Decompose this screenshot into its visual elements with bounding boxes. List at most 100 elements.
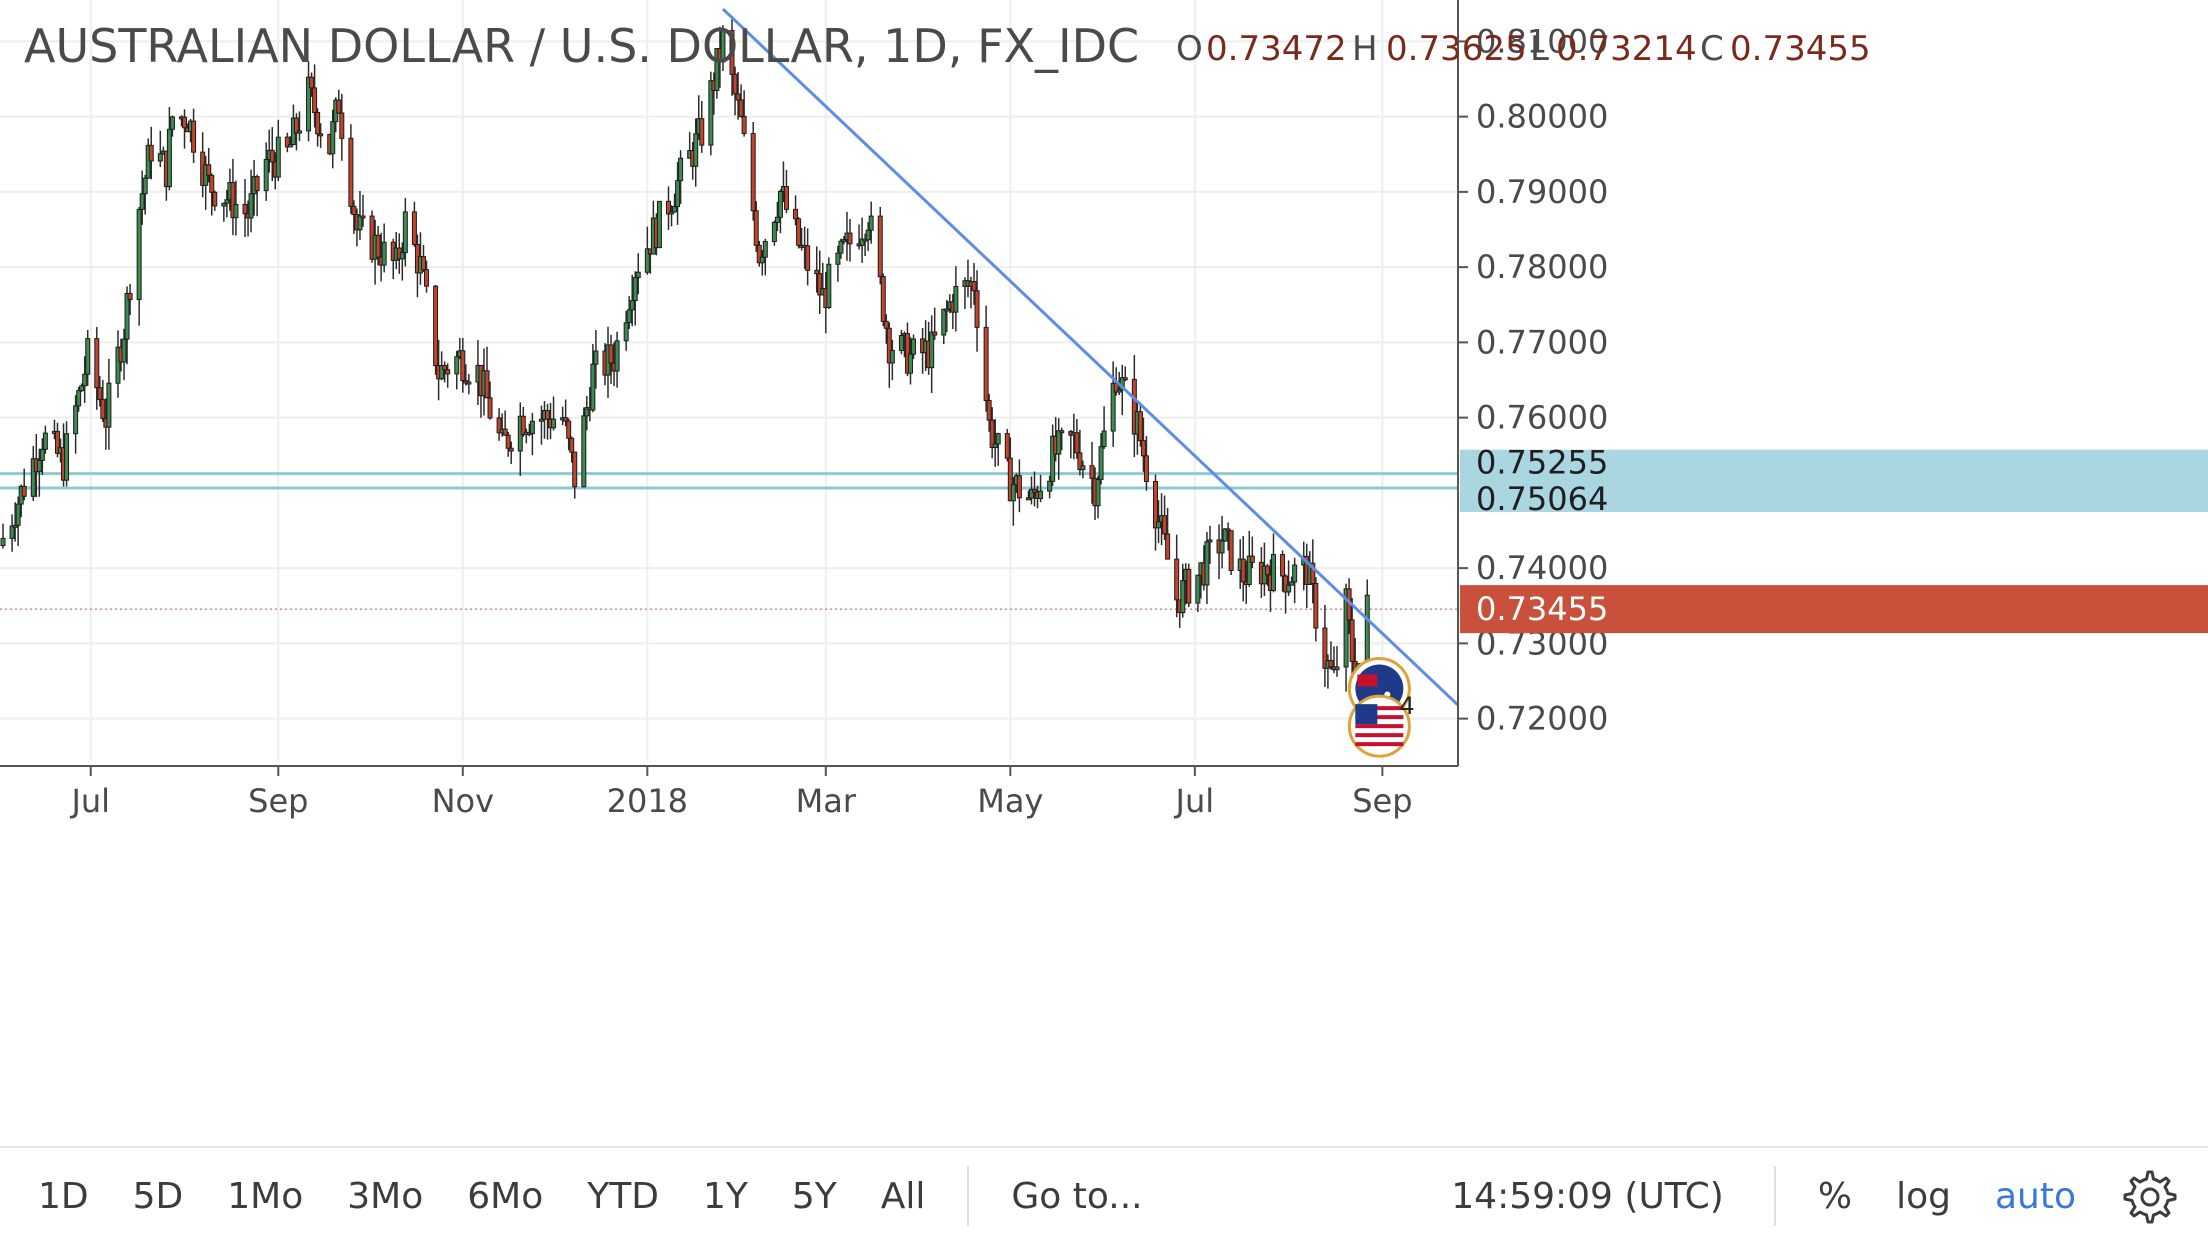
candle-up [287,144,293,148]
candle-down [212,191,218,207]
candle-down [1280,554,1286,577]
candle-up [1028,488,1034,499]
candle-up [889,349,895,364]
candle-up [929,331,935,369]
range-5d-button[interactable]: 5D [132,1175,184,1217]
candle-down [411,211,417,246]
candle-up [614,340,620,372]
candle-up [1098,446,1104,481]
candle-up [139,193,145,210]
candle-up [399,252,405,260]
range-ytd-button[interactable]: YTD [587,1175,659,1217]
candle-up [644,248,650,273]
trendline-layer[interactable] [721,7,1460,707]
candle-up [39,448,45,461]
candle-up [841,239,847,243]
candle-down [1059,430,1065,434]
y-tick-label: 0.80000 [1476,98,1608,136]
price-axis[interactable]: 0.81000 0.80000 0.79000 0.78000 0.77000 0.760… [1457,0,2208,766]
candle-up [1050,435,1056,482]
candle-down [817,273,823,296]
percent-toggle[interactable]: % [1817,1175,1853,1217]
range-1d-button[interactable]: 1D [38,1175,89,1217]
candle-down [741,115,747,135]
candle-up [1101,430,1107,448]
candle-up [635,271,641,279]
candle-down [1328,660,1334,668]
candle-up [1010,484,1016,502]
event-markers[interactable]: 4 [1347,657,1415,758]
candle-down [97,387,103,401]
time-axis[interactable]: Jul Sep Nov 2018 Mar May Jul Sep [0,765,1458,820]
go-to-button[interactable]: Go to... [1011,1175,1143,1217]
candle-up [672,206,678,213]
candle-down [318,133,324,137]
candle-up [944,308,950,312]
candle-up [381,241,387,266]
gear-icon[interactable] [2118,1166,2178,1226]
candle-up [584,407,590,417]
candle-down [94,338,100,389]
flag-union-jack [1357,674,1378,687]
range-3mo-button[interactable]: 3Mo [347,1175,424,1217]
candle-down [1122,377,1128,381]
candle-up [76,390,82,407]
candle-up [36,459,42,473]
candle-up [1204,541,1210,586]
candle-down [732,73,738,95]
candle-down [442,365,448,371]
last-price-label: 0.73455 [1476,590,1608,628]
range-1y-button[interactable]: 1Y [702,1175,748,1217]
resistance-trendline[interactable] [721,7,1460,707]
range-1mo-button[interactable]: 1Mo [227,1175,304,1217]
candle-down [420,256,426,271]
candle-up [1334,666,1340,671]
candle-up [1116,389,1122,393]
flag-canton [1355,704,1378,725]
chart-area[interactable]: 4 0.81000 0.80000 0.79000 0.78000 0.77000 0.7… [0,0,2208,1146]
auto-toggle[interactable]: auto [1994,1175,2076,1217]
candle-up [121,338,127,363]
candle-down [1313,583,1319,629]
candle-down [460,350,466,382]
flag-stripe [1355,733,1404,738]
y-tick-label: 0.76000 [1476,399,1608,437]
us-flag-icon[interactable]: 4 [1347,692,1415,758]
candle-down [904,333,910,374]
candle-up [64,433,70,481]
candle-up [1095,479,1101,507]
candle-up [1038,490,1044,499]
candle-down [847,232,853,245]
candle-down [424,269,430,287]
y-tick-label: 0.72000 [1476,700,1608,738]
candle-up [941,308,947,336]
candle-down [1032,488,1038,493]
candle-down [1240,558,1246,583]
y-tick-label: 0.74000 [1476,549,1608,587]
candle-down [886,327,892,364]
candle-down [148,144,154,162]
candle-up [1056,430,1062,455]
horizontal-levels[interactable] [0,472,1458,610]
candle-up [771,221,777,243]
level-price-tag [1460,449,2208,513]
candle-up [590,363,596,411]
candle-up [296,130,302,134]
range-5y-button[interactable]: 5Y [791,1175,837,1217]
candle-down [293,117,299,134]
candle-up [157,153,163,162]
candle-down [1322,627,1328,669]
log-toggle[interactable]: log [1896,1175,1951,1217]
candle-up [233,203,239,219]
candle-up [868,215,874,231]
candle-down [487,397,493,419]
y-tick-label: 0.79000 [1476,173,1608,211]
candle-up [466,381,472,385]
range-6mo-button[interactable]: 6Mo [467,1175,544,1217]
candle-up [439,365,445,380]
x-tick-label: Jul [1174,782,1215,820]
candle-up [248,193,254,219]
range-all-button[interactable]: All [880,1175,926,1217]
high-key: H [1352,29,1378,69]
candle-down [445,369,451,375]
